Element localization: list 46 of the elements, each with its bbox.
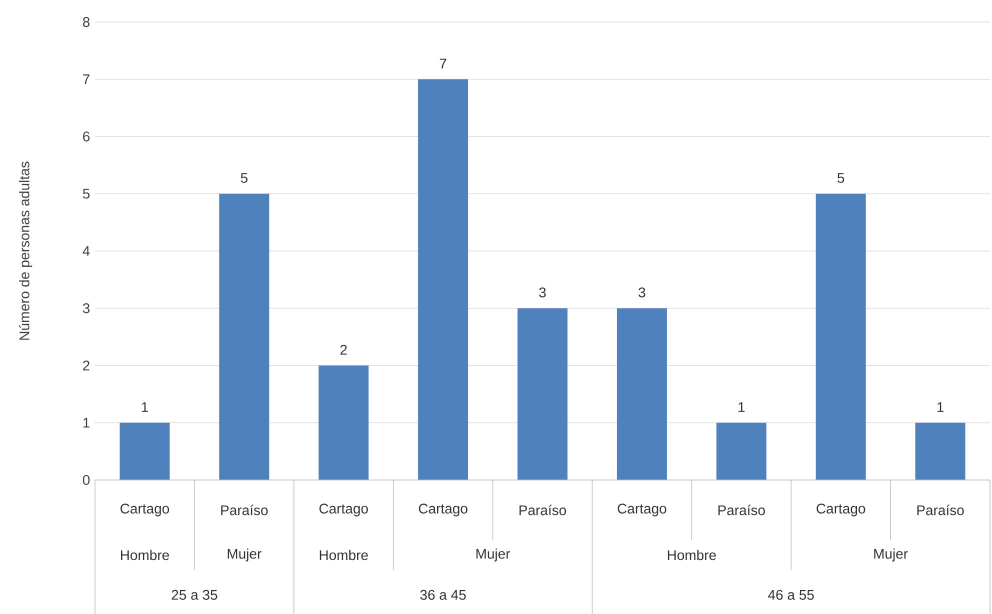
bar — [816, 194, 866, 480]
text: Mujer — [874, 548, 908, 562]
text: Mujer — [476, 548, 510, 562]
text: Hombre — [668, 550, 716, 560]
text: Hombre — [120, 550, 170, 560]
x-tick-label: Cartago — [418, 503, 468, 516]
bar — [915, 422, 966, 480]
data-label: 3 — [638, 287, 646, 298]
x-tick-label: Cartago — [816, 503, 866, 516]
x-tick-label: Cartago — [120, 503, 170, 516]
x-tick-label: Paraíso — [917, 504, 964, 516]
y-tick-label: 3 — [82, 303, 90, 314]
y-tick-label: 0 — [82, 474, 90, 485]
bar — [716, 422, 766, 480]
text: Hombre — [320, 550, 368, 560]
y-tick-label: 1 — [83, 418, 90, 428]
y-axis-title: Número de personas adultas — [18, 161, 32, 340]
data-label: 2 — [340, 344, 347, 354]
bar — [418, 79, 468, 480]
x-tick-label: Cartago — [319, 503, 368, 516]
data-label: 1 — [142, 402, 148, 412]
x-tick-label: Paraíso — [221, 504, 268, 516]
data-label: 3 — [539, 287, 546, 298]
x-tick-label: Paraíso — [718, 504, 765, 516]
bar — [219, 194, 270, 480]
data-label: 5 — [838, 172, 844, 183]
y-tick-label: 8 — [82, 16, 90, 27]
text: 46 a 55 — [768, 590, 814, 600]
data-label: 7 — [440, 58, 446, 68]
bar — [518, 308, 568, 480]
text: 25 a 35 — [172, 590, 218, 600]
bar — [120, 422, 170, 480]
bar — [616, 308, 667, 480]
y-tick-label: 4 — [82, 246, 90, 256]
data-label: 1 — [937, 402, 944, 412]
y-tick-label: 6 — [83, 131, 90, 142]
data-label: 1 — [738, 402, 745, 412]
y-tick-label: 5 — [82, 188, 90, 198]
data-label: 5 — [240, 172, 248, 183]
text: Mujer — [228, 548, 262, 562]
text: 36 a 45 — [420, 590, 466, 600]
y-tick-label: 7 — [83, 74, 90, 84]
y-tick-label: 2 — [83, 360, 90, 370]
bar — [318, 365, 369, 480]
x-tick-label: Paraíso — [520, 504, 566, 516]
x-tick-label: Cartago — [618, 503, 666, 516]
